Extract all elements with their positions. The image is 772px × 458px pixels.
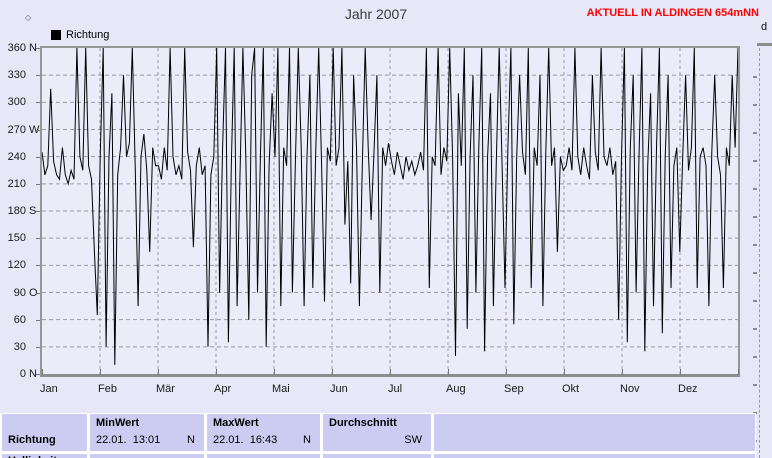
- adjacent-panel-tick: [753, 160, 757, 162]
- minwert-cell: MinWert 22.01. 13:01 N: [90, 414, 204, 451]
- plot-area: [40, 46, 740, 377]
- adjacent-panel-tick: [753, 244, 757, 246]
- y-axis-label: 150: [7, 232, 26, 245]
- y-axis-label: 90 O: [13, 286, 38, 299]
- adjacent-panel-tick: [753, 104, 757, 106]
- next-row-label-clipped: Helligkeit: [8, 455, 57, 458]
- adjacent-panel-tick: [753, 272, 757, 274]
- x-axis-tick: [448, 369, 449, 375]
- y-axis-label: 210: [7, 177, 26, 190]
- y-axis-tick: [36, 374, 40, 375]
- legend-series-label: Richtung: [66, 29, 110, 41]
- y-axis-label: 30: [13, 340, 26, 353]
- y-axis-tick: [36, 346, 40, 348]
- y-axis-tick: [36, 129, 40, 131]
- next-row-label-cell: Helligkeit: [2, 454, 87, 458]
- x-axis-label: Jun: [330, 383, 348, 395]
- adjacent-panel-tick: [753, 328, 757, 330]
- wind-direction-line-chart: [42, 48, 738, 374]
- x-axis-label: Apr: [214, 383, 232, 395]
- x-axis-tick: [216, 369, 217, 375]
- x-axis-label: Jul: [388, 383, 403, 395]
- next-row-cell: [434, 454, 755, 458]
- y-axis-label: 240: [7, 150, 26, 163]
- stats-row-label-cell: Richtung: [2, 414, 87, 451]
- y-axis-label: 180 S: [7, 205, 37, 217]
- x-axis-tick: [680, 369, 681, 375]
- x-axis-tick: [390, 369, 391, 375]
- adjacent-panel-tick: [753, 384, 757, 386]
- x-axis-tick: [274, 369, 275, 375]
- adjacent-panel-gridline: [759, 48, 760, 458]
- durchschnitt-cell: Durchschnitt SW: [323, 414, 431, 451]
- adjacent-panel-tick: [753, 188, 757, 190]
- y-axis-tick: [36, 238, 40, 240]
- next-row-cell: [323, 454, 431, 458]
- y-axis-label: 330: [7, 69, 26, 82]
- y-axis-tick: [36, 102, 40, 104]
- chart-title: Jahr 2007: [344, 6, 408, 22]
- y-axis-tick: [36, 48, 40, 49]
- x-axis-label: Sep: [504, 383, 524, 395]
- adjacent-panel-border: [757, 43, 772, 46]
- x-axis-tick: [622, 369, 623, 375]
- minwert-value: 22.01. 13:01: [96, 434, 161, 446]
- adjacent-panel-tick: [753, 356, 757, 358]
- durchschnitt-header: Durchschnitt: [329, 417, 397, 429]
- x-axis-tick: [100, 369, 101, 375]
- stats-row-label: Richtung: [8, 434, 56, 446]
- y-axis-label: 120: [7, 259, 26, 272]
- durchschnitt-value: SW: [404, 434, 422, 446]
- y-axis-tick: [36, 156, 40, 158]
- minwert-direction: N: [187, 434, 195, 446]
- x-axis-label: Jan: [40, 383, 58, 395]
- legend: Richtung: [51, 29, 109, 41]
- next-row-cell: [207, 454, 320, 458]
- legend-swatch-icon: [51, 30, 61, 40]
- x-axis-label: Okt: [562, 383, 580, 395]
- stats-table: Richtung MinWert 22.01. 13:01 N MaxWert …: [0, 413, 756, 458]
- y-axis-tick: [36, 75, 40, 77]
- y-axis-label: 60: [13, 313, 26, 326]
- x-axis-tick: [506, 369, 507, 375]
- x-axis-label: Feb: [98, 383, 117, 395]
- x-axis-label: Aug: [446, 383, 466, 395]
- y-axis-tick: [36, 183, 40, 185]
- maxwert-value: 22.01. 16:43: [213, 434, 278, 446]
- y-axis-tick: [36, 292, 40, 294]
- x-axis-tick: [42, 369, 43, 375]
- x-axis-tick: [332, 369, 333, 375]
- adjacent-panel-tick: [753, 216, 757, 218]
- station-status-label: AKTUELL IN ALDINGEN 654mNN: [586, 7, 759, 19]
- adjacent-panel-clipped-label: d: [761, 21, 768, 33]
- minwert-header: MinWert: [96, 417, 140, 429]
- y-axis-label: 360 N: [7, 42, 37, 54]
- y-axis-label: 270 W: [7, 123, 40, 136]
- x-axis-label: Mär: [156, 383, 175, 395]
- y-axis-tick: [36, 211, 40, 212]
- x-axis-tick: [158, 369, 159, 375]
- adjacent-panel-tick: [753, 76, 757, 78]
- maxwert-direction: N: [303, 434, 311, 446]
- x-axis-label: Nov: [620, 383, 640, 395]
- empty-cell: [434, 414, 755, 451]
- x-axis-tick: [738, 369, 739, 375]
- y-axis-tick: [36, 265, 40, 267]
- next-row-cell: [90, 454, 204, 458]
- adjacent-panel-tick: [753, 300, 757, 302]
- x-axis-label: Dez: [678, 383, 698, 395]
- corner-diamond-icon: ◇: [25, 13, 32, 22]
- y-axis-label: 300: [7, 96, 26, 109]
- maxwert-header: MaxWert: [213, 417, 259, 429]
- y-axis-tick: [36, 319, 40, 321]
- x-axis-label: Mai: [272, 383, 290, 395]
- x-axis-tick: [564, 369, 565, 375]
- maxwert-cell: MaxWert 22.01. 16:43 N: [207, 414, 320, 451]
- adjacent-panel-tick: [753, 132, 757, 134]
